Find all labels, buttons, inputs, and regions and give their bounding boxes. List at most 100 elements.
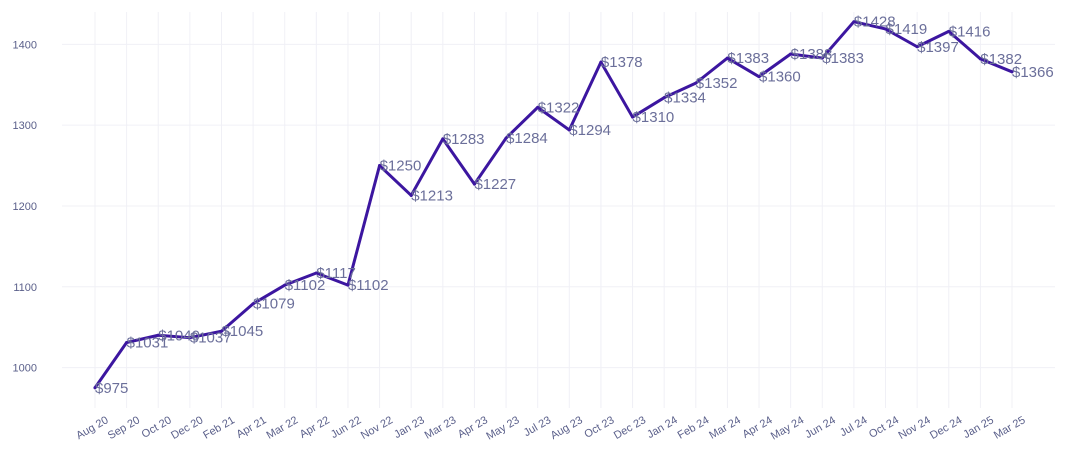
data-point: [441, 137, 445, 141]
data-point: [725, 56, 729, 60]
x-tick-label: Jul 23: [522, 414, 553, 439]
data-label: $1283: [443, 131, 485, 148]
x-tick-label: May 24: [769, 414, 806, 442]
data-label: $1334: [664, 90, 706, 107]
data-label: $1031: [127, 335, 169, 352]
data-labels: $975$1031$1040$1037$1045$1079$1102$1117$…: [95, 14, 1054, 397]
series-layer: [93, 20, 1014, 390]
data-label: $1227: [474, 176, 516, 193]
data-label: $1366: [1012, 64, 1054, 81]
data-point: [884, 27, 888, 31]
data-point: [567, 128, 571, 132]
data-point: [631, 115, 635, 119]
data-point: [694, 81, 698, 85]
data-label: $1382: [980, 51, 1022, 68]
data-label: $1294: [569, 122, 611, 139]
data-label: $1250: [380, 158, 422, 175]
x-tick-label: Jun 22: [329, 414, 364, 441]
x-tick-label: Oct 24: [867, 414, 901, 441]
data-label: $1378: [601, 54, 643, 71]
data-point: [662, 96, 666, 100]
x-tick-label: Nov 24: [896, 414, 932, 442]
x-tick-label: Apr 22: [298, 414, 332, 441]
data-label: $1213: [411, 187, 453, 204]
data-label: $1388: [791, 46, 833, 63]
data-point: [156, 333, 160, 337]
data-label: $975: [95, 380, 128, 397]
x-tick-label: Mar 25: [992, 414, 1028, 442]
data-point: [947, 29, 951, 33]
data-point: [1010, 70, 1014, 74]
x-tick-label: May 23: [484, 414, 521, 442]
x-tick-label: Oct 20: [140, 414, 174, 441]
data-label: $1397: [917, 39, 959, 56]
data-label: $1360: [759, 69, 801, 86]
data-point: [536, 105, 540, 109]
data-point: [852, 20, 856, 24]
x-tick-label: Jan 23: [392, 414, 427, 441]
data-point: [251, 302, 255, 306]
data-label: $1040: [158, 327, 200, 344]
data-label: $1416: [949, 23, 991, 40]
data-point: [504, 136, 508, 140]
data-label: $1102: [348, 277, 389, 294]
data-label: $1037: [190, 330, 232, 347]
x-tick-label: Mar 24: [707, 414, 743, 442]
data-label: $1117: [316, 265, 356, 282]
grid: [62, 12, 1055, 408]
x-tick-label: Apr 24: [740, 414, 774, 441]
data-point: [757, 75, 761, 79]
data-label: $1284: [506, 130, 548, 147]
x-tick-label: Nov 22: [359, 414, 395, 442]
data-label: $1419: [886, 21, 928, 38]
x-tick-label: Dec 20: [169, 414, 205, 442]
data-point: [820, 56, 824, 60]
y-tick-label: 1300: [13, 120, 37, 132]
data-point: [409, 193, 413, 197]
x-tick-label: Feb 21: [201, 414, 237, 442]
data-label: $1383: [822, 50, 864, 67]
data-point: [978, 57, 982, 61]
y-tick-label: 1100: [13, 282, 37, 294]
x-tick-label: Feb 24: [676, 414, 712, 442]
x-tick-label: Dec 24: [928, 414, 964, 442]
x-tick-label: Mar 23: [423, 414, 459, 442]
data-label: $1102: [285, 277, 326, 294]
x-tick-label: Apr 21: [235, 414, 269, 441]
y-axis: 1000 1100 1200 1300 1400: [13, 39, 37, 374]
series-line: [93, 20, 1014, 390]
data-label: $1079: [253, 296, 295, 313]
data-label: $1310: [633, 109, 675, 126]
data-point: [93, 386, 97, 390]
data-point: [125, 341, 129, 345]
x-tick-label: Sep 20: [106, 414, 142, 442]
y-tick-label: 1200: [13, 201, 37, 213]
data-point: [378, 164, 382, 168]
x-tick-label: Mar 22: [265, 414, 301, 442]
x-tick-label: Apr 23: [456, 414, 490, 441]
y-tick-label: 1400: [13, 39, 37, 51]
data-point: [188, 336, 192, 340]
data-label: $1322: [538, 99, 580, 116]
data-point: [915, 45, 919, 49]
x-tick-label: Oct 23: [582, 414, 616, 441]
data-point: [346, 283, 350, 287]
x-tick-label: Jan 25: [961, 414, 996, 441]
x-tick-label: Aug 23: [549, 414, 585, 442]
x-tick-label: Dec 23: [612, 414, 648, 442]
x-tick-label: Aug 20: [74, 414, 110, 442]
data-label: $1352: [696, 75, 738, 92]
data-label: $1428: [854, 14, 896, 31]
data-point: [789, 52, 793, 56]
x-tick-label: Jan 24: [645, 414, 680, 441]
x-tick-label: Jul 24: [838, 414, 869, 439]
x-tick-label: Jun 24: [803, 414, 838, 441]
data-label: $1383: [727, 50, 769, 67]
data-point: [283, 283, 287, 287]
data-point: [472, 182, 476, 186]
data-point: [219, 329, 223, 333]
y-tick-label: 1000: [13, 363, 37, 375]
